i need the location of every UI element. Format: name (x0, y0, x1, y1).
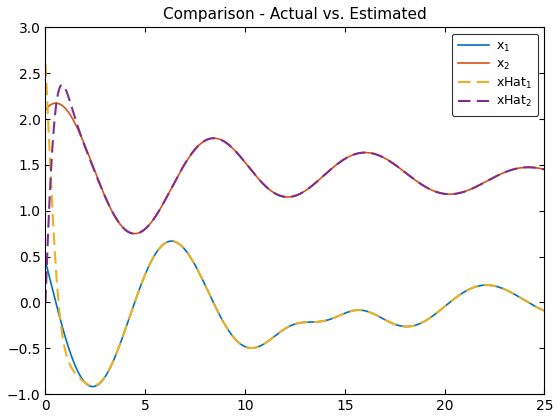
x$_2$ (42, 108, 49, 113)
x$_2$ (99, 188, 106, 193)
xHat$_1$ (255, 344, 262, 349)
xHat$_1$ (541, 308, 548, 313)
x$_1$ (541, 308, 548, 313)
x$_1$ (168, 239, 175, 244)
xHat$_1$ (90, 383, 96, 388)
x$_1$ (42, 259, 49, 264)
Line: xHat$_1$: xHat$_1$ (45, 64, 544, 386)
x$_2$ (478, 182, 484, 187)
xHat$_2$ (531, 165, 538, 170)
x$_2$ (531, 165, 538, 170)
xHat$_2$ (99, 188, 106, 193)
xHat$_1$ (129, 307, 136, 312)
x$_2$ (541, 167, 548, 172)
xHat$_2$ (541, 167, 548, 172)
x$_2$ (129, 231, 136, 236)
xHat$_1$ (99, 378, 106, 383)
Line: x$_1$: x$_1$ (45, 241, 544, 386)
xHat$_2$ (59, 82, 66, 87)
xHat$_1$ (234, 339, 240, 344)
x$_1$ (531, 304, 538, 309)
xHat$_2$ (42, 300, 49, 305)
xHat$_1$ (478, 283, 484, 288)
x$_2$ (255, 176, 262, 181)
xHat$_1$ (531, 304, 538, 309)
x$_2$ (131, 231, 138, 236)
x$_1$ (234, 339, 240, 344)
Line: xHat$_2$: xHat$_2$ (45, 85, 544, 302)
xHat$_2$ (255, 176, 262, 181)
x$_1$ (89, 384, 96, 389)
xHat$_2$ (478, 182, 484, 187)
xHat$_2$ (234, 150, 240, 155)
xHat$_1$ (42, 61, 49, 66)
x$_1$ (478, 283, 484, 288)
x$_2$ (234, 150, 240, 155)
xHat$_2$ (129, 231, 136, 236)
Line: x$_2$: x$_2$ (45, 103, 544, 234)
x$_2$ (53, 101, 59, 106)
Title: Comparison - Actual vs. Estimated: Comparison - Actual vs. Estimated (163, 7, 427, 22)
x$_1$ (99, 378, 106, 383)
x$_1$ (255, 344, 262, 349)
Legend: x$_1$, x$_2$, xHat$_1$, xHat$_2$: x$_1$, x$_2$, xHat$_1$, xHat$_2$ (452, 34, 538, 116)
x$_1$ (129, 307, 136, 312)
